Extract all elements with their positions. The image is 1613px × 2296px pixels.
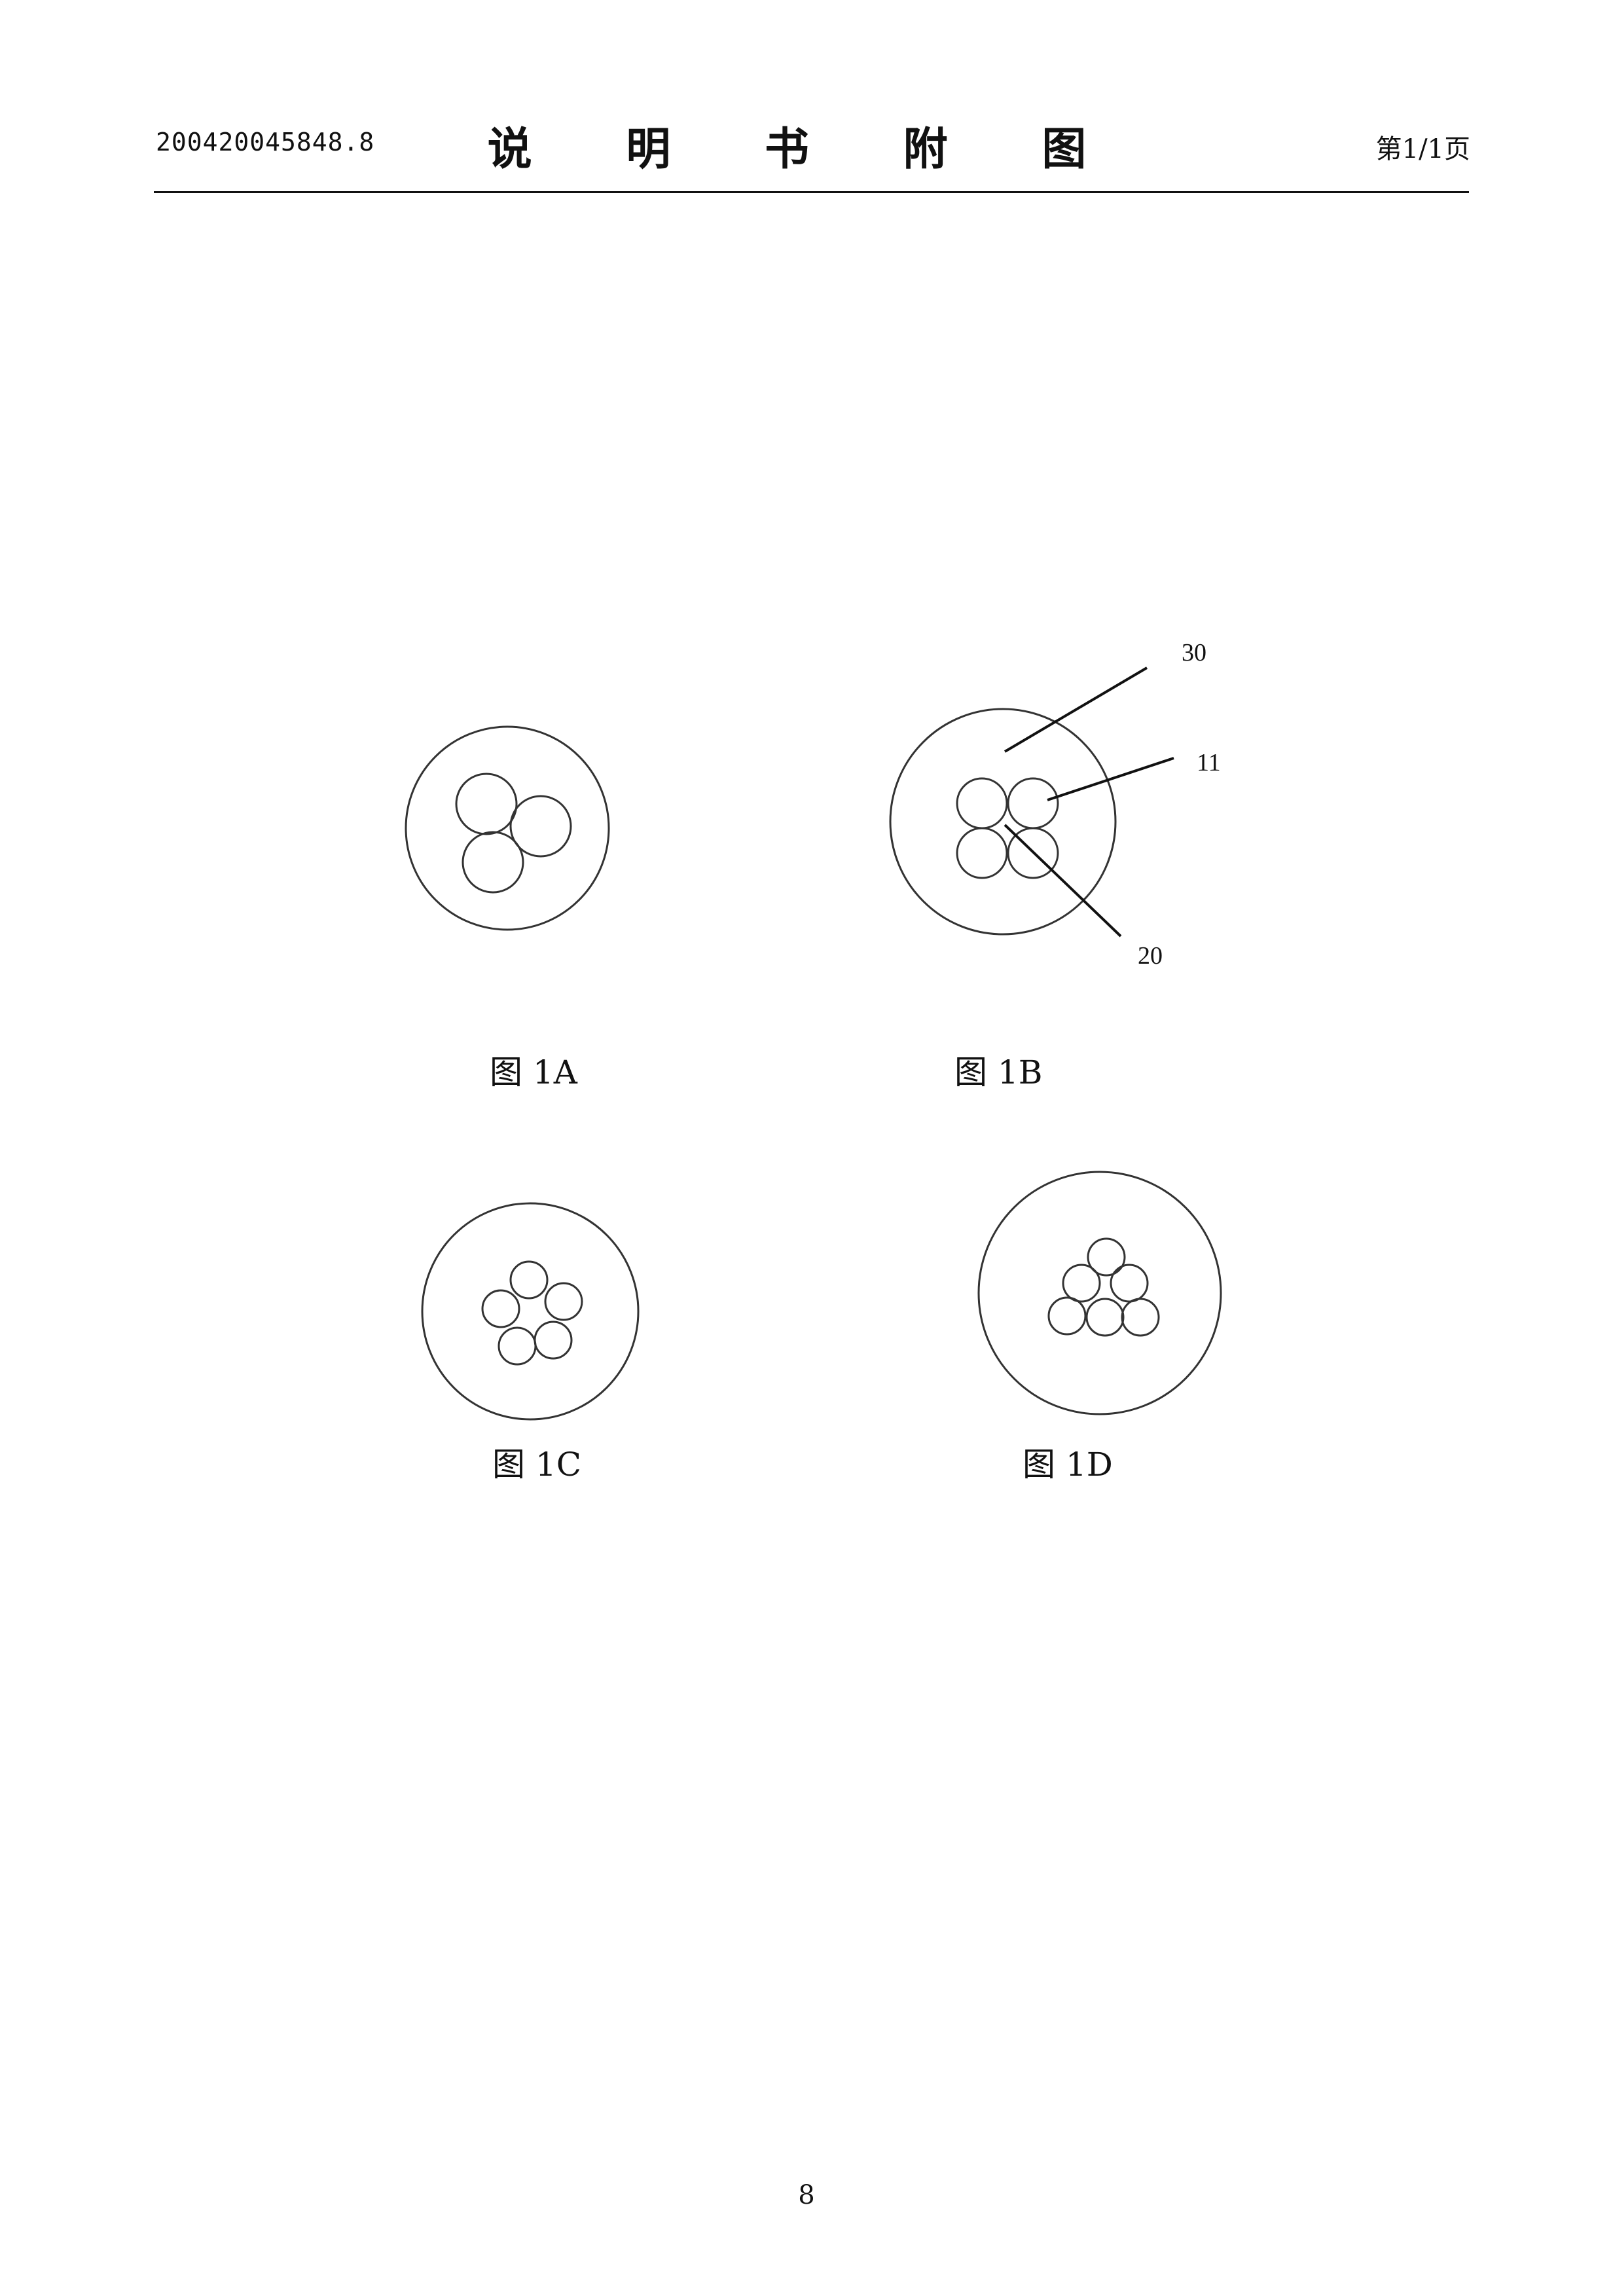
leader-line-30 <box>1005 668 1147 752</box>
core-circle <box>1063 1265 1100 1302</box>
reference-label-30: 30 <box>1182 638 1206 667</box>
leader-line-11 <box>1047 758 1174 800</box>
figure-caption-1a: 图 1A <box>490 1046 577 1093</box>
figure-1a-drawing <box>406 727 609 930</box>
core-circle <box>499 1328 535 1364</box>
figure-caption-1d: 图 1D <box>1023 1438 1113 1485</box>
core-circle <box>545 1283 582 1320</box>
figure-caption-1c: 图 1C <box>492 1438 581 1485</box>
outer-sheath-circle <box>422 1203 638 1419</box>
outer-sheath-circle <box>979 1172 1221 1414</box>
core-circle <box>456 774 517 834</box>
figure-1c-drawing <box>422 1203 638 1419</box>
outer-sheath-circle <box>406 727 609 930</box>
figure-caption-1b: 图 1B <box>954 1046 1042 1093</box>
core-circle <box>1049 1298 1085 1334</box>
core-circle <box>482 1290 519 1327</box>
page-number: 8 <box>0 2180 1613 2210</box>
core-circle <box>1111 1265 1148 1302</box>
core-circle <box>511 1262 547 1298</box>
core-circle <box>957 778 1007 828</box>
figure-1d-drawing <box>979 1172 1221 1414</box>
core-circle <box>957 828 1007 878</box>
leader-line-20 <box>1005 825 1121 936</box>
figure-1b-drawing <box>890 668 1174 936</box>
core-circle <box>535 1322 571 1358</box>
core-circle <box>1087 1299 1123 1336</box>
reference-label-20: 20 <box>1138 941 1163 970</box>
core-circle <box>1008 778 1058 828</box>
reference-label-11: 11 <box>1197 748 1221 777</box>
core-circle <box>1122 1299 1159 1336</box>
core-circle <box>463 832 523 892</box>
